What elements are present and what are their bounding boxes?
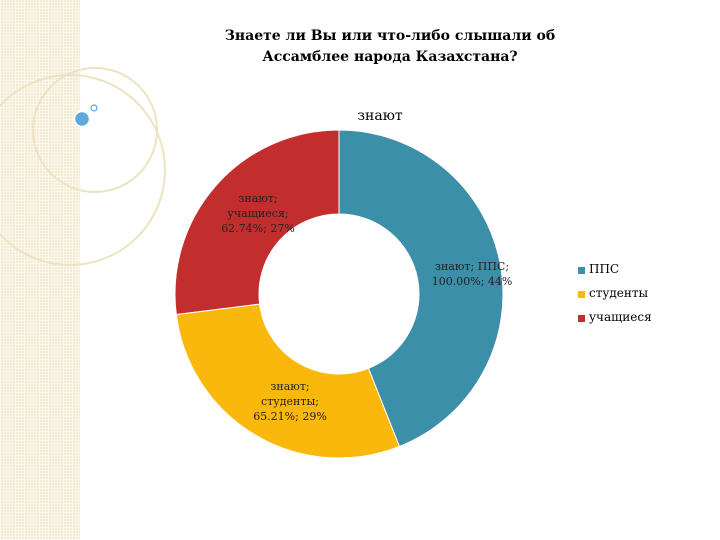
legend-label: студенты: [589, 286, 649, 300]
data-label: знают; студенты; 65.21%; 29%: [253, 380, 327, 423]
data-labels: знают; ППС; 100.00%; 44% знают; студенты; 65…: [221, 192, 512, 423]
decorative-circles: [0, 67, 166, 266]
chart-title: Знаете ли Вы или что-либо слышали об Асс…: [224, 28, 556, 65]
bubble-icon-large: [73, 110, 91, 128]
legend-swatch-pupils: [578, 315, 585, 322]
decorative-stripe: [0, 0, 80, 540]
legend-label: ППС: [589, 262, 620, 276]
slice-pupils: [174, 129, 340, 316]
data-label: знают; ППС; 100.00%; 44%: [432, 260, 513, 288]
legend-label: учащиеся: [589, 310, 652, 324]
legend-swatch-students: [578, 291, 585, 298]
chart-subtitle: знают: [357, 108, 403, 124]
data-label: знают; учащиеся; 62.74%; 27%: [221, 192, 295, 235]
donut-slices: [174, 129, 504, 459]
slice-students: [175, 303, 401, 459]
slice-pps: [338, 129, 504, 448]
legend-swatch-pps: [578, 267, 585, 274]
bubble-icon-small: [90, 104, 98, 112]
